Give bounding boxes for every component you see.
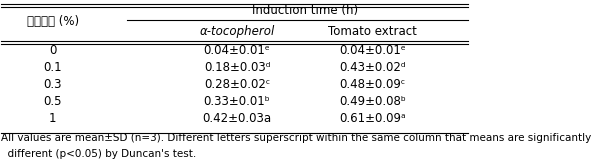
Text: 0.04±0.01ᵉ: 0.04±0.01ᵉ	[339, 44, 406, 57]
Text: 0.04±0.01ᵉ: 0.04±0.01ᵉ	[204, 44, 270, 57]
Text: 0.43±0.02ᵈ: 0.43±0.02ᵈ	[339, 61, 406, 74]
Text: 0.18±0.03ᵈ: 0.18±0.03ᵈ	[204, 61, 270, 74]
Text: 0.28±0.02ᶜ: 0.28±0.02ᶜ	[204, 78, 270, 91]
Text: 0.61±0.09ᵃ: 0.61±0.09ᵃ	[339, 112, 406, 125]
Text: different (p<0.05) by Duncan's test.: different (p<0.05) by Duncan's test.	[1, 149, 196, 159]
Text: 0.42±0.03a: 0.42±0.03a	[202, 112, 272, 125]
Text: 0.33±0.01ᵇ: 0.33±0.01ᵇ	[204, 95, 270, 108]
Text: 0.5: 0.5	[44, 95, 62, 108]
Text: 0: 0	[49, 44, 56, 57]
Text: All values are mean±SD (n=3). Different letters superscript within the same colu: All values are mean±SD (n=3). Different …	[1, 133, 592, 143]
Text: 0.48±0.09ᶜ: 0.48±0.09ᶜ	[339, 78, 405, 91]
Text: 0.49±0.08ᵇ: 0.49±0.08ᵇ	[339, 95, 406, 108]
Text: 0.1: 0.1	[44, 61, 62, 74]
Text: 첸가농도 (%): 첸가농도 (%)	[27, 15, 79, 28]
Text: Induction time (h): Induction time (h)	[252, 4, 358, 17]
Text: 1: 1	[49, 112, 57, 125]
Text: α-tocopherol: α-tocopherol	[199, 25, 275, 38]
Text: 0.3: 0.3	[44, 78, 62, 91]
Text: Tomato extract: Tomato extract	[328, 25, 417, 38]
